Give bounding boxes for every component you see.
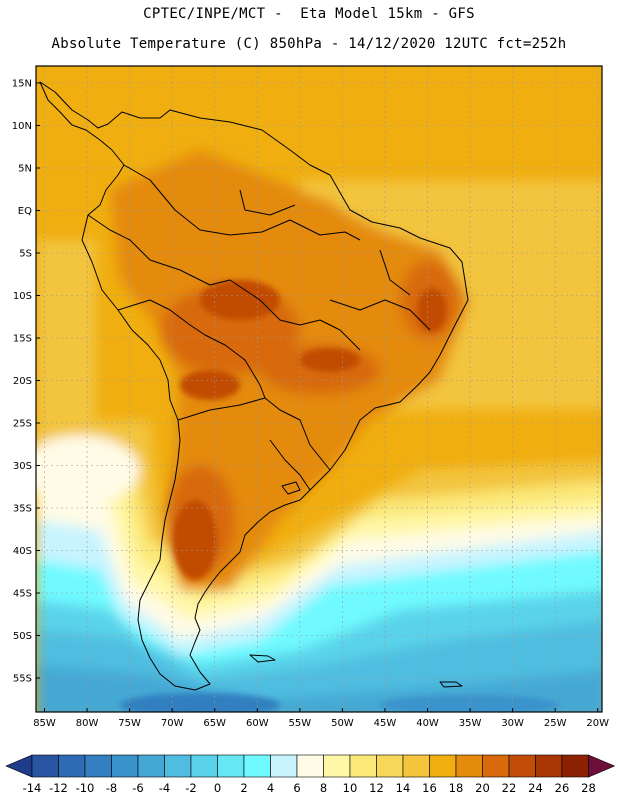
coastlines bbox=[39, 81, 469, 691]
lon-label: 60W bbox=[246, 718, 269, 729]
colorbar-label: -2 bbox=[185, 781, 196, 795]
colorbar-segment bbox=[482, 754, 510, 778]
colorbar-label: 26 bbox=[555, 781, 570, 795]
lon-label: 30W bbox=[501, 718, 524, 729]
colorbar-label: 12 bbox=[369, 781, 384, 795]
lon-label: 45W bbox=[374, 718, 397, 729]
colorbar-label: 16 bbox=[422, 781, 437, 795]
lat-label: 40S bbox=[13, 546, 32, 557]
colorbar-segment bbox=[296, 754, 324, 778]
colorbar-label: 24 bbox=[528, 781, 543, 795]
lat-label: 35S bbox=[13, 504, 32, 515]
lon-label: 35W bbox=[459, 718, 482, 729]
colorbar-segment bbox=[455, 754, 483, 778]
lat-label: 50S bbox=[13, 631, 32, 642]
lat-label: 10N bbox=[12, 121, 32, 132]
header-title-line2: Absolute Temperature (C) 850hPa - 14/12/… bbox=[51, 36, 567, 52]
colorbar-segment bbox=[535, 754, 563, 778]
colorbar-segment bbox=[58, 754, 86, 778]
colorbar-arrow-low bbox=[5, 754, 33, 778]
lon-label: 85W bbox=[33, 718, 56, 729]
lon-label: 50W bbox=[331, 718, 354, 729]
colorbar-label: -12 bbox=[49, 781, 68, 795]
colorbar-segment bbox=[31, 754, 59, 778]
colorbar-segment bbox=[323, 754, 351, 778]
colorbar-label: 10 bbox=[343, 781, 358, 795]
colorbar: -14 -12 -10 -8 -6 -4 -2 0 2 4 6 8 10 12 14 16 18 20 22 24 26… bbox=[5, 754, 616, 795]
colorbar-label: 14 bbox=[396, 781, 411, 795]
lat-label: 10S bbox=[13, 291, 32, 302]
lon-label: 20W bbox=[586, 718, 609, 729]
lat-label: 25S bbox=[13, 419, 32, 430]
colorbar-label: -14 bbox=[23, 781, 42, 795]
plot-frame bbox=[35, 65, 603, 713]
lat-label: 15S bbox=[13, 334, 32, 345]
colorbar-label: 22 bbox=[502, 781, 517, 795]
colorbar-segment bbox=[190, 754, 218, 778]
lat-label: 30S bbox=[13, 461, 32, 472]
lon-label: 80W bbox=[76, 718, 99, 729]
lat-label: 20S bbox=[13, 376, 32, 387]
colorbar-segment bbox=[137, 754, 165, 778]
lon-label: 25W bbox=[544, 718, 567, 729]
lat-lon-grid bbox=[36, 66, 602, 712]
colorbar-segment bbox=[508, 754, 536, 778]
colorbar-arrow-high bbox=[588, 754, 616, 778]
colorbar-label: 4 bbox=[267, 781, 274, 795]
header-title-line1: CPTEC/INPE/MCT - Eta Model 15km - GFS bbox=[143, 6, 475, 22]
colorbar-segment bbox=[84, 754, 112, 778]
lon-label: 70W bbox=[161, 718, 184, 729]
colorbar-label: 6 bbox=[293, 781, 300, 795]
colorbar-segment bbox=[402, 754, 430, 778]
colorbar-segment bbox=[243, 754, 271, 778]
colorbar-segment bbox=[164, 754, 192, 778]
lat-label: 5N bbox=[18, 164, 32, 175]
colorbar-label: -10 bbox=[76, 781, 95, 795]
lat-label: 45S bbox=[13, 589, 32, 600]
lon-label: 65W bbox=[203, 718, 226, 729]
colorbar-segment bbox=[561, 754, 589, 778]
colorbar-label: 28 bbox=[581, 781, 596, 795]
lon-label: 40W bbox=[416, 718, 439, 729]
colorbar-segment bbox=[270, 754, 298, 778]
colorbar-segment bbox=[217, 754, 245, 778]
colorbar-segment bbox=[111, 754, 139, 778]
colorbar-label: 2 bbox=[240, 781, 247, 795]
lat-label: 55S bbox=[13, 674, 32, 685]
colorbar-segment bbox=[429, 754, 457, 778]
colorbar-label: -4 bbox=[159, 781, 170, 795]
colorbar-segment bbox=[349, 754, 377, 778]
colorbar-label: 8 bbox=[320, 781, 327, 795]
colorbar-label: -8 bbox=[106, 781, 117, 795]
lon-label: 55W bbox=[289, 718, 312, 729]
colorbar-label: 18 bbox=[449, 781, 464, 795]
lat-label: 5S bbox=[19, 249, 32, 260]
colorbar-label: 20 bbox=[475, 781, 490, 795]
colorbar-segment bbox=[376, 754, 404, 778]
temperature-field bbox=[36, 66, 602, 712]
lat-label: EQ bbox=[18, 206, 32, 217]
lat-label: 15N bbox=[12, 79, 32, 90]
lon-label: 75W bbox=[118, 718, 141, 729]
colorbar-label: -6 bbox=[132, 781, 143, 795]
colorbar-label: 0 bbox=[214, 781, 221, 795]
